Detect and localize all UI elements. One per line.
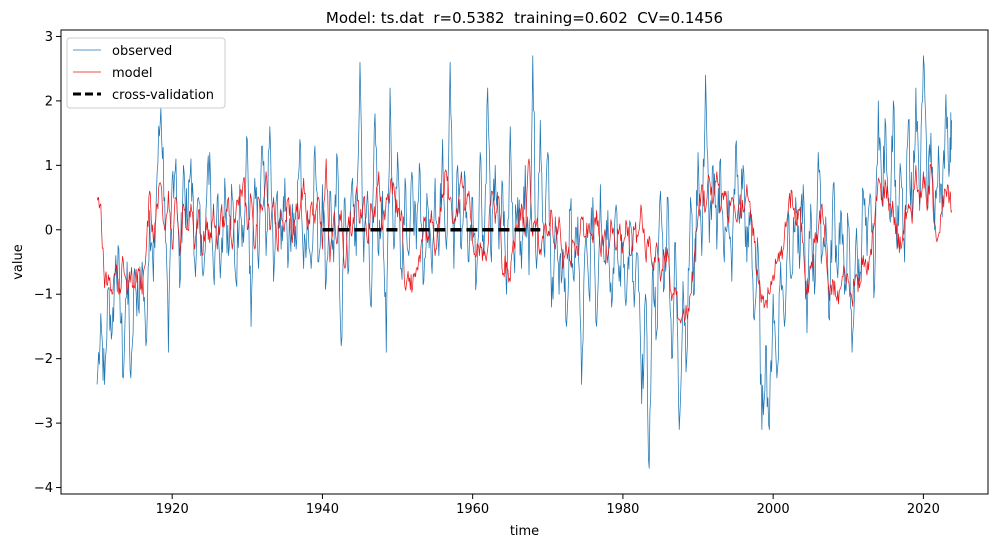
y-axis-label: value [11, 244, 26, 280]
series-observed-line [96, 55, 952, 469]
y-axis: −4 −3 −2 −1 0 1 2 3 [34, 30, 61, 496]
legend: observed model cross-validation [66, 37, 226, 109]
y-tick-label: −2 [34, 352, 53, 367]
series-model-line [96, 158, 952, 324]
legend-label-observed: observed [112, 44, 172, 59]
legend-label-cross-validation: cross-validation [112, 88, 214, 103]
legend-frame [66, 37, 226, 109]
x-tick-label: 1940 [306, 502, 339, 517]
y-tick-label: 3 [45, 30, 53, 45]
chart-title: Model: ts.dat r=0.5382 training=0.602 CV… [326, 9, 723, 27]
x-tick-label: 2000 [757, 502, 790, 517]
series-layer [96, 55, 952, 469]
y-tick-label: 1 [45, 159, 53, 174]
x-tick-label: 1920 [156, 502, 189, 517]
x-axis: 1920 1940 1960 1980 2000 2020 [156, 494, 940, 517]
y-tick-label: 0 [45, 223, 53, 238]
y-tick-label: −3 [34, 417, 53, 432]
plot-frame [60, 29, 989, 495]
x-tick-label: 2020 [907, 502, 940, 517]
y-tick-label: −1 [34, 288, 53, 303]
y-tick-label: 2 [45, 94, 53, 109]
legend-label-model: model [112, 66, 152, 81]
y-tick-label: −4 [34, 481, 53, 496]
x-tick-label: 1980 [606, 502, 639, 517]
x-axis-label: time [510, 524, 539, 539]
x-tick-label: 1960 [456, 502, 489, 517]
